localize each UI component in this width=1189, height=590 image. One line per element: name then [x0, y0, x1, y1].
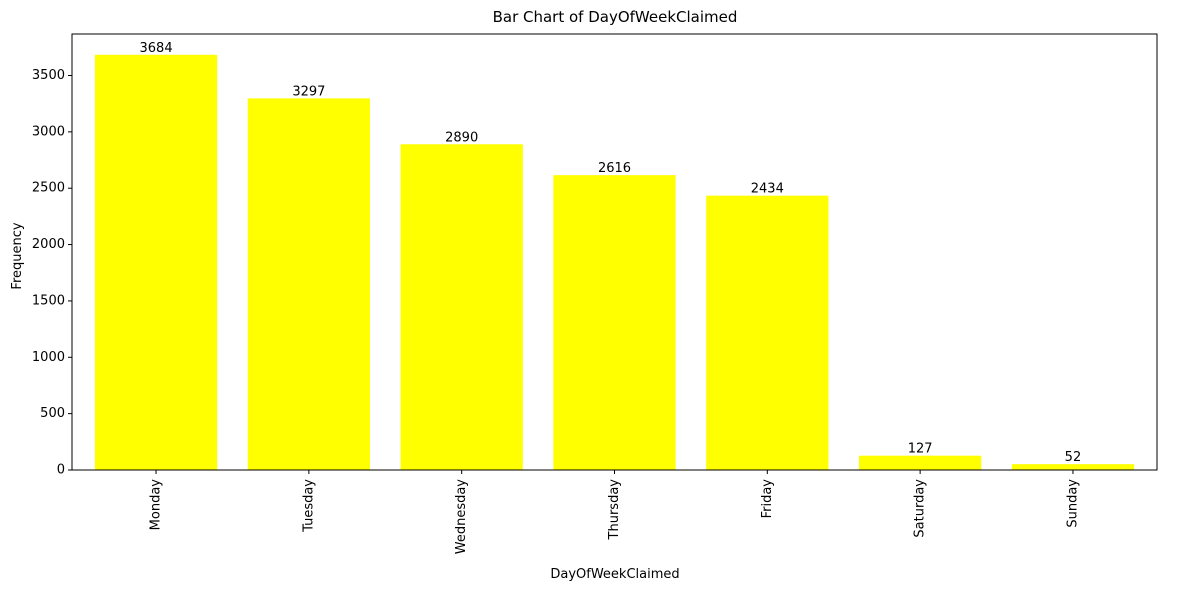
data-label-tuesday: 3297 [292, 84, 325, 99]
data-label-wednesday: 2890 [445, 130, 478, 145]
data-label-friday: 2434 [751, 182, 784, 197]
x-tick-label-sunday: Sunday [1065, 479, 1080, 528]
chart-title: Bar Chart of DayOfWeekClaimed [493, 8, 738, 26]
y-tick-label-2000: 2000 [32, 237, 65, 252]
x-tick-label-tuesday: Tuesday [301, 479, 316, 533]
bar-thursday [553, 175, 676, 470]
y-tick-label-3000: 3000 [32, 124, 65, 139]
x-tick-label-thursday: Thursday [607, 479, 622, 541]
y-tick-label-2500: 2500 [32, 181, 65, 196]
bar-friday [706, 195, 829, 471]
y-tick-label-500: 500 [40, 406, 65, 421]
data-label-sunday: 52 [1065, 450, 1082, 465]
bar-sunday [1011, 464, 1135, 470]
data-labels-group: 3684 3297 2890 2616 2434 127 52 [140, 41, 1082, 465]
bar-monday [94, 54, 218, 471]
data-label-thursday: 2616 [598, 161, 631, 176]
data-label-monday: 3684 [140, 41, 173, 56]
y-tick-label-0: 0 [57, 463, 65, 478]
y-axis-title: Frequency [10, 222, 25, 289]
x-axis: Monday Tuesday Wednesday Thursday Friday Satu… [149, 470, 1080, 555]
x-tick-label-saturday: Saturday [913, 479, 928, 538]
x-tick-label-friday: Friday [760, 479, 775, 519]
bar-wednesday [400, 144, 523, 470]
x-axis-title: DayOfWeekClaimed [550, 567, 679, 582]
bar-tuesday [247, 98, 370, 470]
y-tick-label-1000: 1000 [32, 350, 65, 365]
y-tick-label-1500: 1500 [32, 293, 65, 308]
y-tick-label-3500: 3500 [32, 68, 65, 83]
x-tick-label-monday: Monday [149, 479, 164, 531]
plot-frame [71, 33, 1158, 471]
y-axis: 0 500 1000 1500 2000 2500 3000 3500 [32, 68, 72, 478]
data-label-saturday: 127 [908, 442, 933, 457]
bars-group [94, 54, 1135, 471]
bar-saturday [859, 455, 982, 470]
x-tick-label-wednesday: Wednesday [454, 479, 469, 555]
